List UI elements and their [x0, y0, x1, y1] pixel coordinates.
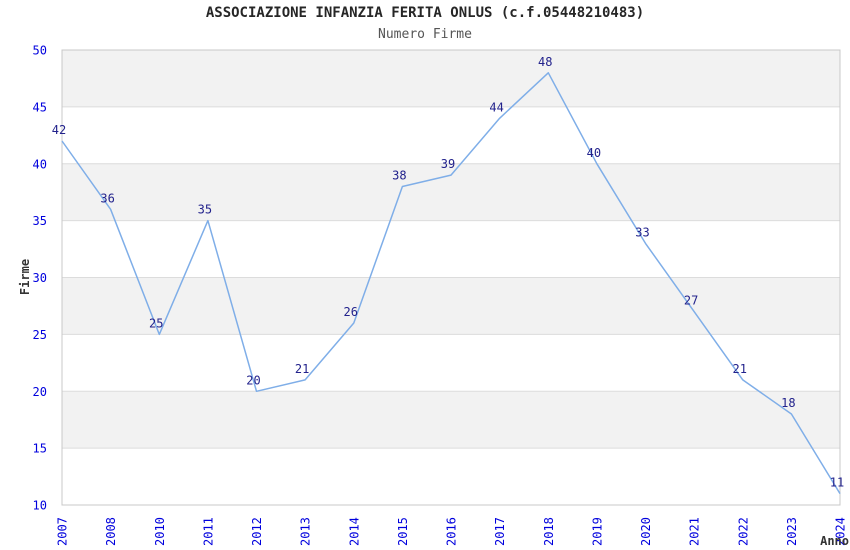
- x-tick-label: 2022: [736, 517, 750, 546]
- x-tick-label: 2024: [834, 517, 848, 546]
- data-point-label: 48: [538, 55, 552, 69]
- x-tick-label: 2023: [785, 517, 799, 546]
- plot-band: [62, 277, 840, 335]
- chart-title: ASSOCIAZIONE INFANZIA FERITA ONLUS (c.f.…: [205, 5, 645, 21]
- x-tick-label: 2021: [688, 517, 702, 546]
- data-point-label: 25: [149, 316, 163, 330]
- x-tick-label: 2008: [104, 517, 118, 546]
- x-tick-label: 2013: [299, 517, 313, 546]
- data-point-label: 33: [635, 225, 649, 239]
- x-tick-label: 2016: [445, 517, 459, 546]
- plot-band: [62, 50, 840, 107]
- x-tick-label: 2019: [590, 517, 604, 546]
- data-point-label: 40: [587, 146, 601, 160]
- x-axis-title: Anno: [820, 534, 849, 548]
- x-tick-label: 2020: [639, 517, 653, 546]
- series-line: [61, 72, 841, 494]
- data-point-label: 26: [344, 305, 358, 319]
- chart-subtitle: Numero Firme: [378, 27, 472, 42]
- y-tick-label: 40: [33, 157, 47, 171]
- y-tick-label: 35: [33, 214, 47, 228]
- x-tick-label: 2007: [56, 517, 70, 546]
- y-tick-label: 20: [33, 385, 47, 399]
- y-tick-label: 15: [33, 442, 47, 456]
- x-tick-label: 2017: [493, 517, 507, 546]
- data-point-label: 42: [52, 123, 66, 137]
- y-tick-label: 45: [33, 100, 47, 114]
- plot-band: [62, 163, 840, 221]
- data-point-label: 11: [830, 476, 844, 490]
- plot-border: [61, 49, 841, 506]
- data-point-label: 38: [392, 169, 406, 183]
- x-tick-label: 2012: [250, 517, 264, 546]
- data-point-label: 18: [781, 396, 795, 410]
- data-point-label: 27: [684, 294, 698, 308]
- y-tick-label: 50: [33, 44, 47, 58]
- data-point-label: 44: [489, 100, 503, 114]
- y-tick-label: 30: [33, 271, 47, 285]
- plot-band: [62, 391, 840, 449]
- x-tick-label: 2011: [201, 517, 215, 546]
- x-tick-label: 2014: [347, 517, 361, 546]
- data-point-label: 36: [100, 191, 114, 205]
- data-point-label: 21: [733, 362, 747, 376]
- data-point-label: 39: [441, 157, 455, 171]
- y-axis-title: Firme: [18, 259, 32, 295]
- data-point-label: 21: [295, 362, 309, 376]
- x-tick-label: 2010: [153, 517, 167, 546]
- y-tick-label: 10: [33, 499, 47, 513]
- y-tick-label: 25: [33, 328, 47, 342]
- data-point-label: 35: [198, 203, 212, 217]
- data-point-label: 20: [246, 373, 260, 387]
- x-tick-label: 2018: [542, 517, 556, 546]
- x-tick-label: 2015: [396, 517, 410, 546]
